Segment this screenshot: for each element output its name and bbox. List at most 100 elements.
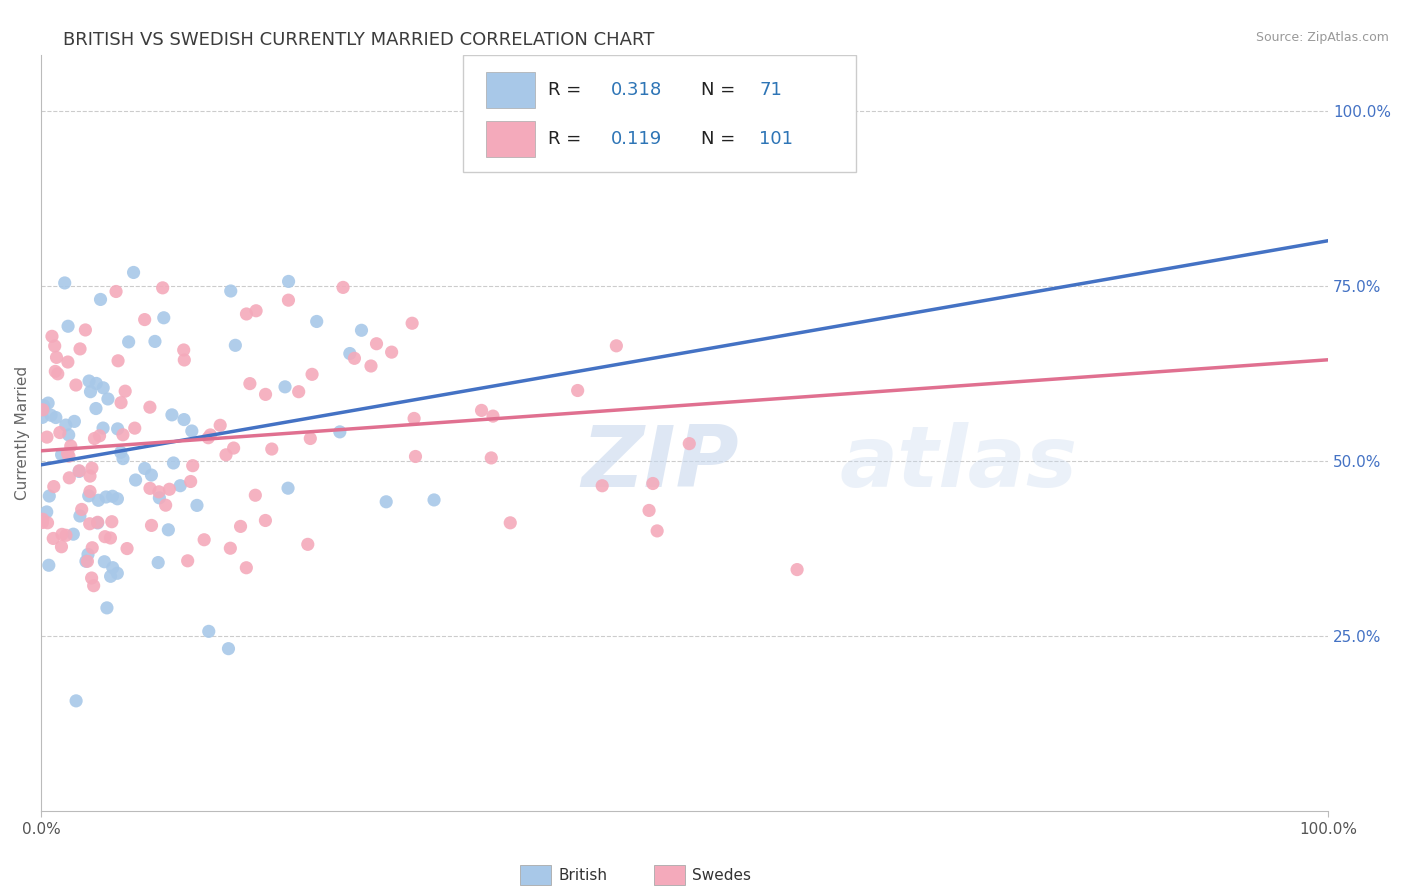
Text: R =: R = [548, 130, 582, 148]
Point [77, 374, 100, 388]
Point [479, 450, 502, 465]
Point [107, 422, 129, 436]
Point [375, 495, 398, 509]
Point [222, 441, 245, 455]
Point [69, 508, 91, 523]
Point [83, 579, 105, 593]
Point [678, 436, 700, 450]
Point [193, 533, 215, 547]
Point [360, 359, 382, 373]
Point [101, 560, 124, 574]
Point [235, 307, 257, 321]
Point [148, 491, 170, 505]
Point [75, 554, 97, 568]
Point [124, 473, 146, 487]
Point [329, 425, 352, 439]
Point [63, 414, 86, 428]
Point [299, 432, 322, 446]
Point [173, 353, 195, 368]
Point [277, 274, 299, 288]
Point [110, 445, 132, 459]
Point [45, 410, 67, 425]
Point [38, 489, 60, 503]
Point [169, 479, 191, 493]
Point [239, 376, 262, 391]
Point [181, 458, 204, 473]
Point [35, 430, 58, 444]
Point [44, 339, 66, 353]
Point [51, 540, 73, 554]
Point [260, 442, 283, 456]
Point [245, 488, 267, 502]
Point [67, 464, 90, 478]
Point [32, 399, 55, 413]
Point [87, 493, 110, 508]
FancyBboxPatch shape [486, 121, 536, 157]
Point [219, 284, 242, 298]
Point [31, 402, 53, 417]
Point [105, 285, 128, 299]
Point [297, 537, 319, 551]
Point [124, 421, 146, 435]
Point [77, 548, 100, 562]
Text: R =: R = [548, 81, 582, 99]
Point [96, 600, 118, 615]
Point [200, 428, 222, 442]
Point [84, 401, 107, 416]
Point [86, 516, 108, 530]
Point [107, 353, 129, 368]
Point [93, 555, 115, 569]
Point [162, 456, 184, 470]
Point [332, 280, 354, 294]
Point [305, 314, 328, 328]
Point [91, 381, 114, 395]
Point [499, 516, 522, 530]
Point [122, 265, 145, 279]
Text: British: British [558, 868, 607, 882]
Text: N =: N = [702, 81, 735, 99]
Point [75, 323, 97, 337]
Point [56, 446, 79, 460]
Point [58, 428, 80, 442]
Point [115, 541, 138, 556]
Point [59, 439, 82, 453]
Point [215, 448, 238, 462]
Point [110, 395, 132, 409]
Point [55, 528, 77, 542]
Point [31, 516, 53, 530]
Point [186, 499, 208, 513]
Point [83, 432, 105, 446]
Point [111, 427, 134, 442]
Point [173, 343, 195, 357]
Point [160, 408, 183, 422]
Point [86, 516, 108, 530]
Point [62, 527, 84, 541]
Point [482, 409, 505, 423]
Point [49, 425, 72, 440]
Point [42, 479, 65, 493]
Point [44, 364, 66, 378]
Point [173, 412, 195, 426]
Point [51, 448, 73, 462]
Point [107, 491, 129, 506]
Point [786, 563, 808, 577]
Point [51, 527, 73, 541]
Point [97, 392, 120, 406]
Point [79, 484, 101, 499]
Point [274, 380, 297, 394]
Point [37, 396, 59, 410]
Text: N =: N = [702, 130, 735, 148]
Point [105, 566, 128, 581]
Point [301, 368, 323, 382]
Point [470, 403, 492, 417]
FancyBboxPatch shape [463, 55, 856, 172]
Point [157, 523, 180, 537]
Point [79, 384, 101, 399]
Point [91, 421, 114, 435]
Point [277, 481, 299, 495]
Point [65, 694, 87, 708]
Text: ZIP: ZIP [582, 422, 740, 505]
Text: Swedes: Swedes [692, 868, 751, 882]
Text: BRITISH VS SWEDISH CURRENTLY MARRIED CORRELATION CHART: BRITISH VS SWEDISH CURRENTLY MARRIED COR… [63, 31, 655, 49]
Point [638, 503, 661, 517]
